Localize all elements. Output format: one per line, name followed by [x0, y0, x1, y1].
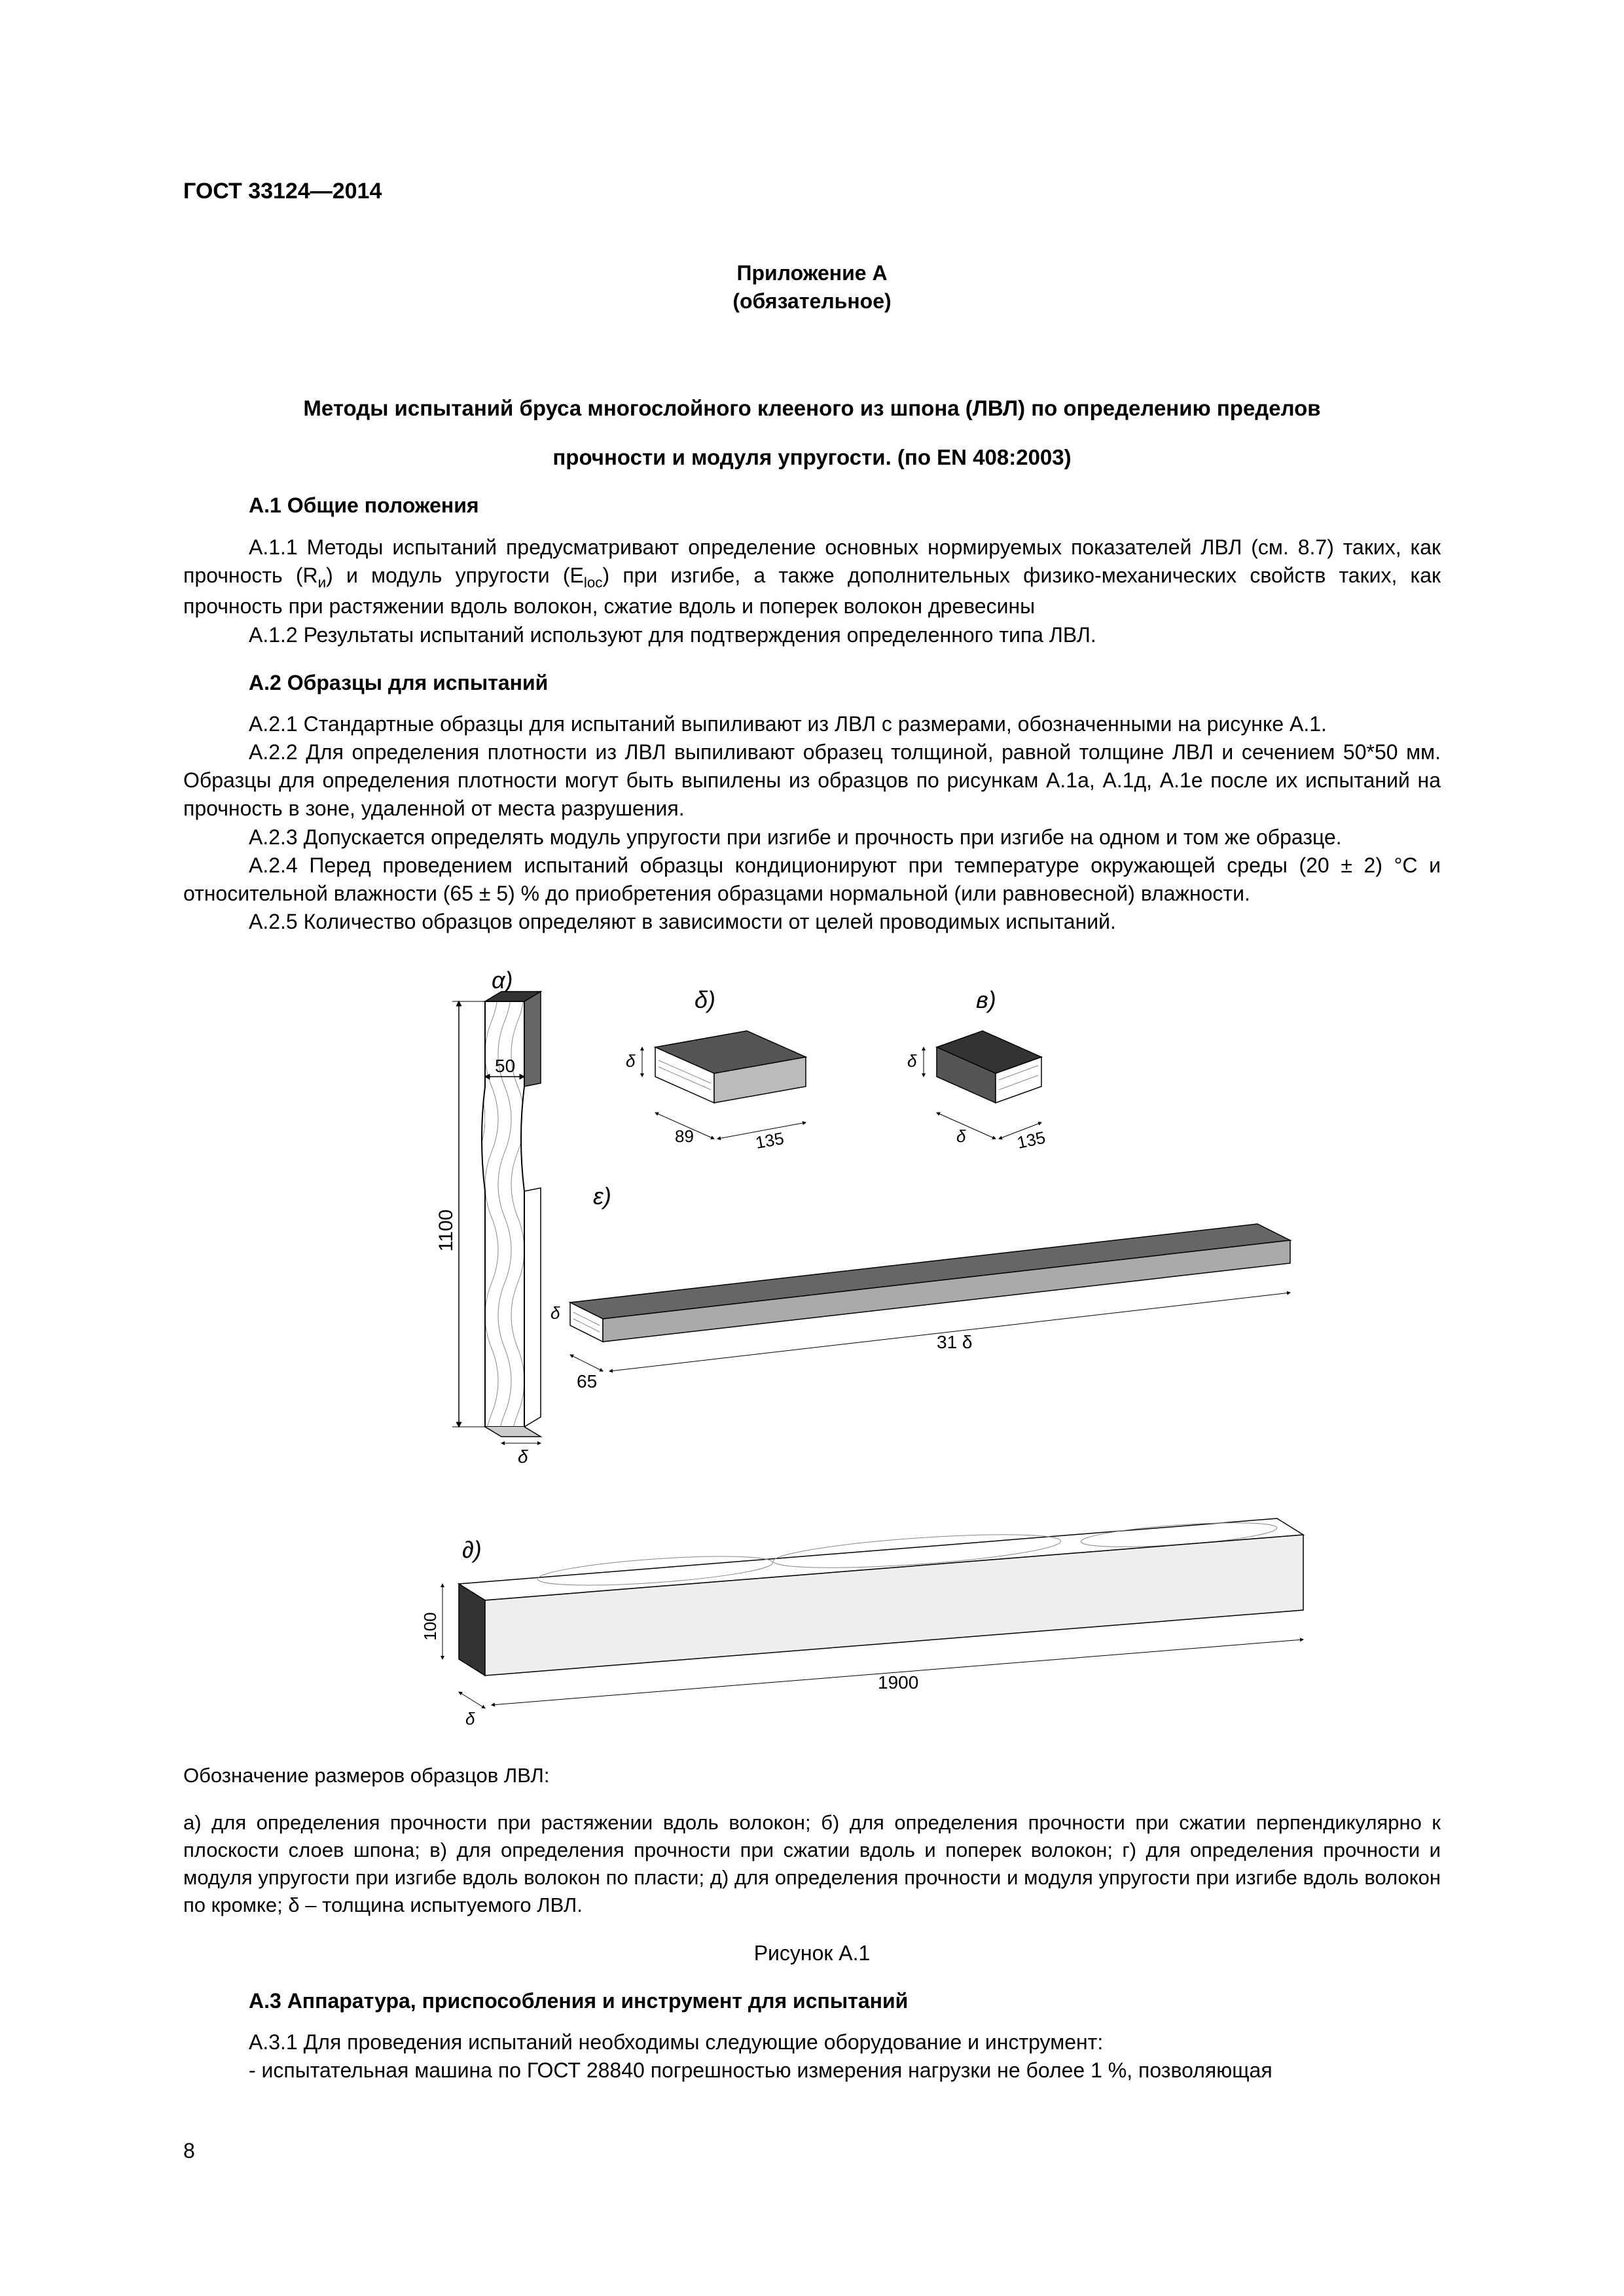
sub-i: и	[318, 574, 327, 590]
figure-label: Рисунок А.1	[183, 1939, 1441, 1967]
figure-caption-intro: Обозначение размеров образцов ЛВЛ:	[183, 1762, 1441, 1789]
dim-delta-v1: δ	[907, 1051, 917, 1071]
page-number: 8	[183, 2137, 195, 2165]
a2-p2: А.2.2 Для определения плотности из ЛВЛ в…	[183, 738, 1441, 823]
main-title-line2: прочности и модуля упругости. (по EN 408…	[183, 443, 1441, 473]
dim-135-2: 135	[1015, 1128, 1047, 1153]
a2-p4: А.2.4 Перед проведением испытаний образц…	[183, 852, 1441, 908]
dim-1900: 1900	[878, 1672, 918, 1693]
dim-delta-g: δ	[550, 1303, 560, 1323]
a3-heading: А.3 Аппаратура, приспособления и инструм…	[183, 1987, 1441, 2015]
main-title-line1: Методы испытаний бруса многослойного кле…	[183, 394, 1441, 423]
dim-100: 100	[420, 1613, 440, 1641]
dim-50: 50	[495, 1056, 515, 1076]
document-header: ГОСТ 33124—2014	[183, 177, 1441, 207]
fig-label-b: δ)	[695, 986, 715, 1013]
a2-p1: А.2.1 Стандартные образцы для испытаний …	[183, 710, 1441, 738]
fig-label-d: ∂)	[462, 1536, 482, 1563]
dim-delta-d: δ	[465, 1709, 475, 1729]
appendix-title: Приложение А	[183, 259, 1441, 287]
a3-p1: А.3.1 Для проведения испытаний необходим…	[183, 2028, 1441, 2056]
dim-delta-a: δ	[518, 1446, 528, 1467]
figure-caption-body: а) для определения прочности при растяже…	[183, 1809, 1441, 1918]
a1-heading: А.1 Общие положения	[183, 492, 1441, 520]
a1-p1: А.1.1 Методы испытаний предусматривают о…	[183, 533, 1441, 621]
fig-label-g: ε)	[593, 1183, 611, 1210]
a1-p1-part2: ) и модуль упругости (E	[326, 564, 584, 587]
dim-1100: 1100	[435, 1210, 457, 1252]
sub-loc: loc	[584, 574, 603, 590]
fig-label-a: α)	[492, 967, 513, 994]
fig-label-v: в)	[976, 986, 996, 1013]
a1-p2: А.1.2 Результаты испытаний используют дл…	[183, 621, 1441, 649]
a2-p5: А.2.5 Количество образцов определяют в з…	[183, 908, 1441, 936]
dim-delta-v2: δ	[956, 1126, 966, 1146]
appendix-subtitle: (обязательное)	[183, 287, 1441, 315]
page-container: ГОСТ 33124—2014 Приложение А (обязательн…	[0, 0, 1624, 2296]
a2-p3: А.2.3 Допускается определять модуль упру…	[183, 823, 1441, 852]
dim-delta-b: δ	[626, 1051, 636, 1071]
figure-container: α) 1100 50 δ δ)	[183, 956, 1441, 1748]
dim-135-1: 135	[753, 1128, 785, 1153]
dim-89: 89	[675, 1126, 694, 1146]
dim-31delta: 31 δ	[937, 1332, 973, 1352]
a3-p2: - испытательная машина по ГОСТ 28840 пог…	[183, 2056, 1441, 2085]
dim-65: 65	[577, 1371, 597, 1391]
a2-heading: А.2 Образцы для испытаний	[183, 669, 1441, 697]
figure-a1-svg: α) 1100 50 δ δ)	[289, 956, 1336, 1741]
